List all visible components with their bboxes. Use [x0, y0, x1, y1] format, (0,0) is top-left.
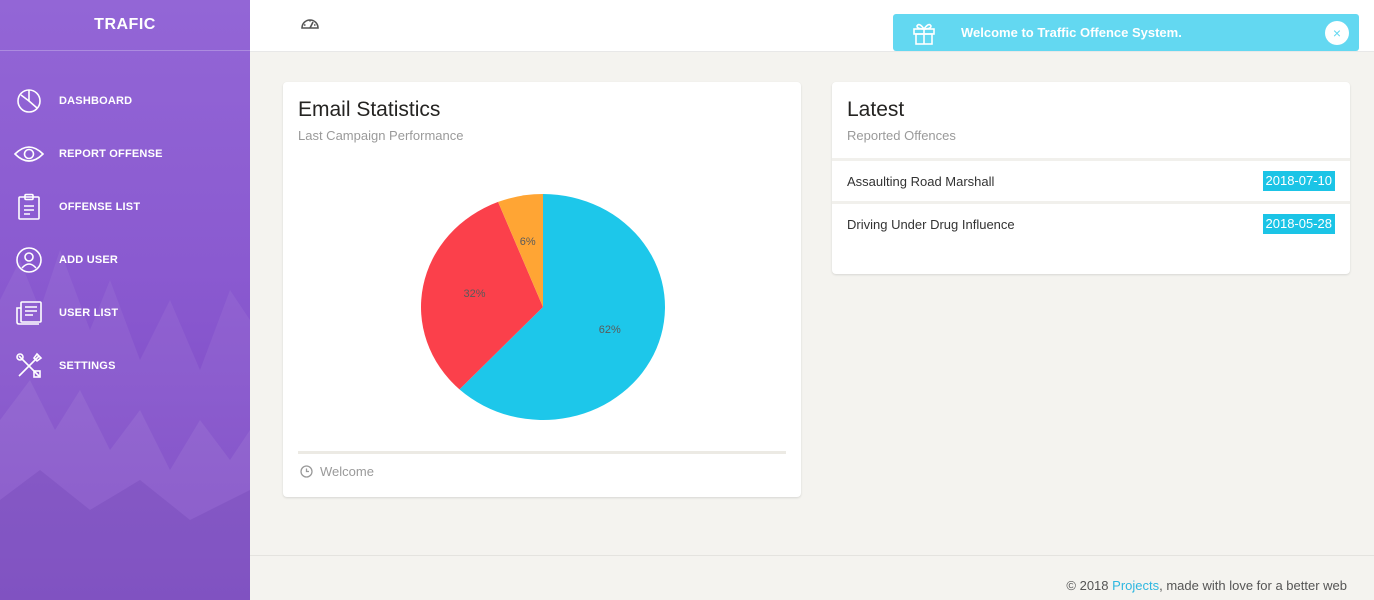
copyright-suffix: , made with love for a better web — [1159, 578, 1347, 593]
sidebar-nav: DASHBOARD REPORT OFFENSE OFFENSE LIST — [0, 74, 250, 392]
table-divider — [832, 201, 1350, 204]
pie-slice — [498, 194, 543, 307]
sidebar-item-report-offense[interactable]: REPORT OFFENSE — [0, 127, 250, 180]
gift-icon — [911, 20, 937, 46]
projects-link[interactable]: Projects — [1112, 578, 1160, 593]
offence-date-badge: 2018-07-10 — [1262, 171, 1335, 191]
copyright-prefix: © 2018 — [1066, 578, 1109, 593]
sidebar-item-label: ADD USER — [59, 253, 119, 266]
pie-slice-label: 32% — [463, 287, 486, 300]
card-footer-stats: Welcome — [300, 464, 374, 479]
user-icon — [14, 245, 44, 275]
card-title: Email Statistics — [298, 98, 441, 121]
page-footer: © 2018 Projects, made with love for a be… — [250, 555, 1374, 600]
welcome-notification: Welcome to Traffic Offence System. × — [893, 14, 1359, 51]
sidebar-item-add-user[interactable]: ADD USER — [0, 233, 250, 286]
pie-slice-label: 6% — [519, 235, 536, 248]
forest-background-image — [0, 250, 250, 600]
pie-slice-label: 62% — [598, 324, 621, 337]
email-pie-chart — [421, 194, 665, 420]
sidebar-item-label: DASHBOARD — [59, 94, 133, 107]
brand-divider — [0, 50, 250, 51]
sidebar-item-settings[interactable]: SETTINGS — [0, 339, 250, 392]
pie-slice — [459, 194, 665, 420]
card-subtitle: Reported Offences — [847, 128, 956, 143]
offence-date-badge: 2018-05-28 — [1262, 214, 1335, 234]
tools-icon — [14, 351, 44, 381]
sidebar-item-label: SETTINGS — [59, 359, 116, 372]
card-title: Latest — [847, 98, 905, 121]
pie-chart-icon — [14, 86, 44, 116]
close-icon[interactable]: × — [1325, 21, 1349, 45]
pie-slice — [421, 201, 543, 390]
email-statistics-card: Email Statistics Last Campaign Performan… — [283, 82, 801, 497]
sidebar-item-user-list[interactable]: USER LIST — [0, 286, 250, 339]
offence-name: Assaulting Road Marshall — [847, 174, 995, 189]
sidebar-item-dashboard[interactable]: DASHBOARD — [0, 74, 250, 127]
sidebar-item-label: USER LIST — [59, 306, 119, 319]
clipboard-icon — [14, 192, 44, 222]
dashboard-gauge-icon[interactable] — [300, 14, 320, 32]
notification-message: Welcome to Traffic Offence System. — [961, 25, 1182, 40]
offence-name: Driving Under Drug Influence — [847, 217, 1015, 232]
clock-icon — [300, 465, 313, 478]
table-divider — [832, 158, 1350, 161]
sidebar: TRAFIC DASHBOARD REPORT OFFENSE — [0, 0, 250, 600]
sidebar-item-label: OFFENSE LIST — [59, 200, 141, 213]
sidebar-item-label: REPORT OFFENSE — [59, 147, 163, 160]
card-subtitle: Last Campaign Performance — [298, 128, 464, 143]
copyright-text: © 2018 Projects, made with love for a be… — [1066, 578, 1347, 593]
eye-icon — [14, 139, 44, 169]
top-navbar: Welcome to Traffic Offence System. × — [250, 0, 1374, 52]
latest-offences-card: Latest Reported Offences Assaulting Road… — [832, 82, 1350, 274]
card-divider — [298, 451, 786, 454]
brand-title[interactable]: TRAFIC — [94, 16, 156, 33]
sidebar-item-offense-list[interactable]: OFFENSE LIST — [0, 180, 250, 233]
card-footer-text: Welcome — [320, 464, 374, 479]
news-icon — [14, 298, 44, 328]
